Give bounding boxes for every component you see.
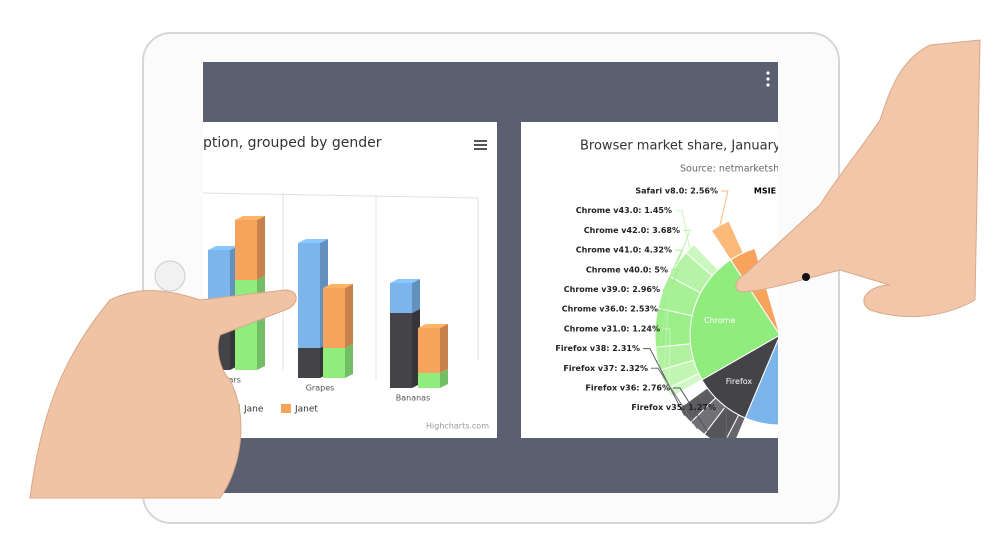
credits: Highcharts.com — [426, 422, 489, 431]
connector — [643, 348, 685, 416]
bar-front — [208, 250, 230, 310]
connector — [654, 269, 679, 328]
connector — [651, 367, 698, 429]
slice-label: Firefox — [726, 377, 753, 386]
bar-front — [390, 283, 412, 313]
x-tick-label: Grapes — [306, 384, 335, 393]
bar-top — [323, 284, 353, 288]
bar-front — [323, 348, 345, 378]
bar-top — [235, 216, 265, 220]
x-tick-label: Bananas — [396, 394, 431, 403]
data-label: Firefox v36: 2.76% — [585, 384, 670, 393]
ring-slice — [710, 220, 744, 261]
connector — [662, 249, 683, 293]
pie-slice — [744, 338, 778, 426]
data-label: Chrome v31.0: 1.24% — [564, 324, 660, 333]
data-label: Firefox v35: 1.27% — [631, 403, 716, 412]
bar-front — [390, 313, 412, 388]
bar-front — [298, 348, 320, 378]
data-label: Chrome v41.0: 4.32% — [576, 246, 672, 255]
ring-slice — [685, 243, 719, 277]
connector — [673, 387, 713, 438]
bar-side — [257, 216, 265, 280]
bar-top — [418, 324, 448, 328]
connector — [656, 289, 671, 359]
bar-side — [412, 279, 420, 313]
bar-side — [440, 324, 448, 373]
bar-front — [235, 220, 257, 280]
bar-top — [208, 246, 238, 250]
bar-segment — [235, 216, 265, 280]
data-label: Chrome v42.0: 3.68% — [584, 226, 680, 235]
data-label: Chrome v39.0: 2.96% — [564, 285, 660, 294]
bar-front — [418, 373, 440, 388]
data-label: Chrome v40.0: 5% — [586, 265, 668, 274]
connector — [719, 190, 729, 226]
right-hand — [735, 39, 981, 317]
slice-label: Chrome — [704, 316, 735, 325]
bar-side — [257, 276, 265, 370]
bar-segment — [323, 284, 353, 348]
bar-front — [323, 288, 345, 348]
connector — [675, 210, 691, 249]
bar-front — [418, 328, 440, 373]
legend-label: Jane — [243, 405, 264, 415]
chart-backdrop — [203, 192, 479, 380]
chart-title: Browser market share, January, — [580, 139, 785, 154]
bar-front — [298, 243, 320, 348]
slice-label: MSIE — [754, 187, 776, 196]
bar-segment — [418, 324, 448, 373]
export-menu[interactable] — [474, 140, 487, 150]
legend-marker — [281, 404, 291, 413]
data-label: Safari v8.0: 2.56% — [635, 187, 718, 196]
data-label: Firefox v37: 2.32% — [563, 364, 648, 373]
connector — [676, 229, 691, 265]
menu-dots[interactable] — [766, 71, 770, 87]
bar-segment — [390, 309, 420, 388]
connector — [663, 328, 671, 393]
bar-top — [298, 239, 328, 243]
bar-segment — [323, 344, 353, 378]
data-label: Firefox v38: 2.31% — [555, 344, 640, 353]
right-chart: Browser market share, January, Source: n… — [555, 139, 789, 438]
bar-top — [390, 279, 420, 283]
bar-side — [345, 284, 353, 348]
bar-segment — [390, 279, 420, 313]
finger-dot — [802, 273, 810, 281]
home-button[interactable] — [154, 260, 186, 292]
hands — [29, 39, 981, 499]
data-label: Chrome v36.0: 2.53% — [562, 305, 658, 314]
connector — [719, 407, 728, 438]
connector — [661, 308, 669, 380]
bar-side — [440, 369, 448, 388]
bar-side — [345, 344, 353, 378]
legend-label: Janet — [294, 405, 318, 415]
left-hand — [29, 289, 297, 499]
data-label: Chrome v43.0: 1.45% — [576, 206, 672, 215]
chart-subtitle: Source: netmarketshar — [680, 164, 789, 175]
chart-title: ption, grouped by gender — [203, 135, 382, 151]
